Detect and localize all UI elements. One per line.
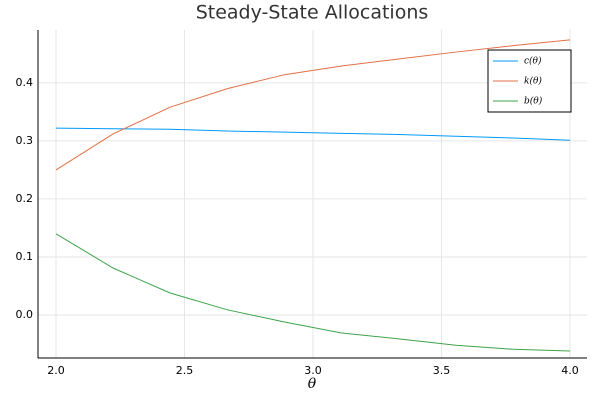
y-tick-label: 0.3	[16, 134, 34, 147]
y-tick-label: 0.0	[16, 308, 34, 321]
line	[55, 39, 571, 171]
y-tick-label: 0.1	[16, 250, 34, 263]
x-tick-label: 2.5	[176, 364, 194, 377]
x-tick-label: 4.0	[561, 364, 579, 377]
line	[55, 233, 571, 352]
legend-label: k(θ)	[524, 76, 542, 87]
line	[55, 127, 571, 141]
chart-title: Steady-State Allocations	[196, 2, 429, 24]
x-axis-label: θ	[308, 376, 317, 392]
legend-label: c(θ)	[524, 56, 542, 67]
x-tick-label: 3.5	[433, 364, 451, 377]
x-tick-label: 2.0	[47, 364, 65, 377]
legend-label: b(θ)	[524, 96, 543, 107]
x-tick-label: 3.0	[304, 364, 322, 377]
y-tick-label: 0.2	[16, 192, 34, 205]
y-tick-label: 0.4	[16, 76, 34, 89]
